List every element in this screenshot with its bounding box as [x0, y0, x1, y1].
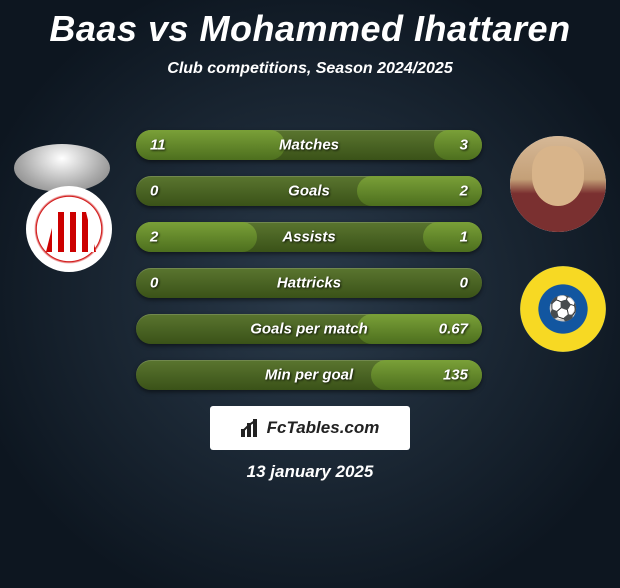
stat-value-left: 11 [150, 137, 166, 154]
stat-row: 2 Assists 1 [136, 222, 482, 252]
stat-row: Goals per match 0.67 [136, 314, 482, 344]
stat-value-left: 2 [150, 229, 158, 246]
stat-label: Hattricks [277, 275, 341, 292]
page-subtitle: Club competitions, Season 2024/2025 [0, 60, 620, 78]
stat-row: 11 Matches 3 [136, 130, 482, 160]
stat-value-right: 1 [460, 229, 468, 246]
site-label: FcTables.com [267, 418, 380, 438]
stat-label: Matches [279, 137, 339, 154]
stat-value-left: 0 [150, 183, 158, 200]
site-badge[interactable]: FcTables.com [210, 406, 410, 450]
stat-value-left: 0 [150, 275, 158, 292]
stat-row: 0 Hattricks 0 [136, 268, 482, 298]
stat-label: Min per goal [265, 367, 353, 384]
stat-label: Goals per match [250, 321, 368, 338]
player-right-photo [510, 136, 606, 232]
chart-icon [241, 419, 261, 437]
stat-value-right: 2 [460, 183, 468, 200]
stat-row: Min per goal 135 [136, 360, 482, 390]
stat-value-right: 0 [460, 275, 468, 292]
page-title: Baas vs Mohammed Ihattaren [0, 8, 620, 50]
stat-fill-right [434, 130, 482, 160]
stat-value-right: 3 [460, 137, 468, 154]
footer-date: 13 january 2025 [247, 462, 374, 482]
club-right-logo [520, 266, 606, 352]
stat-fill-right [423, 222, 482, 252]
player-left-photo [14, 144, 110, 192]
stat-label: Assists [282, 229, 335, 246]
stat-row: 0 Goals 2 [136, 176, 482, 206]
stat-value-right: 135 [443, 367, 468, 384]
stat-value-right: 0.67 [439, 321, 468, 338]
stat-label: Goals [288, 183, 330, 200]
club-left-logo [26, 186, 112, 272]
stat-bars: 11 Matches 3 0 Goals 2 2 Assists 1 0 Hattricks 0 Goa… [136, 130, 482, 406]
